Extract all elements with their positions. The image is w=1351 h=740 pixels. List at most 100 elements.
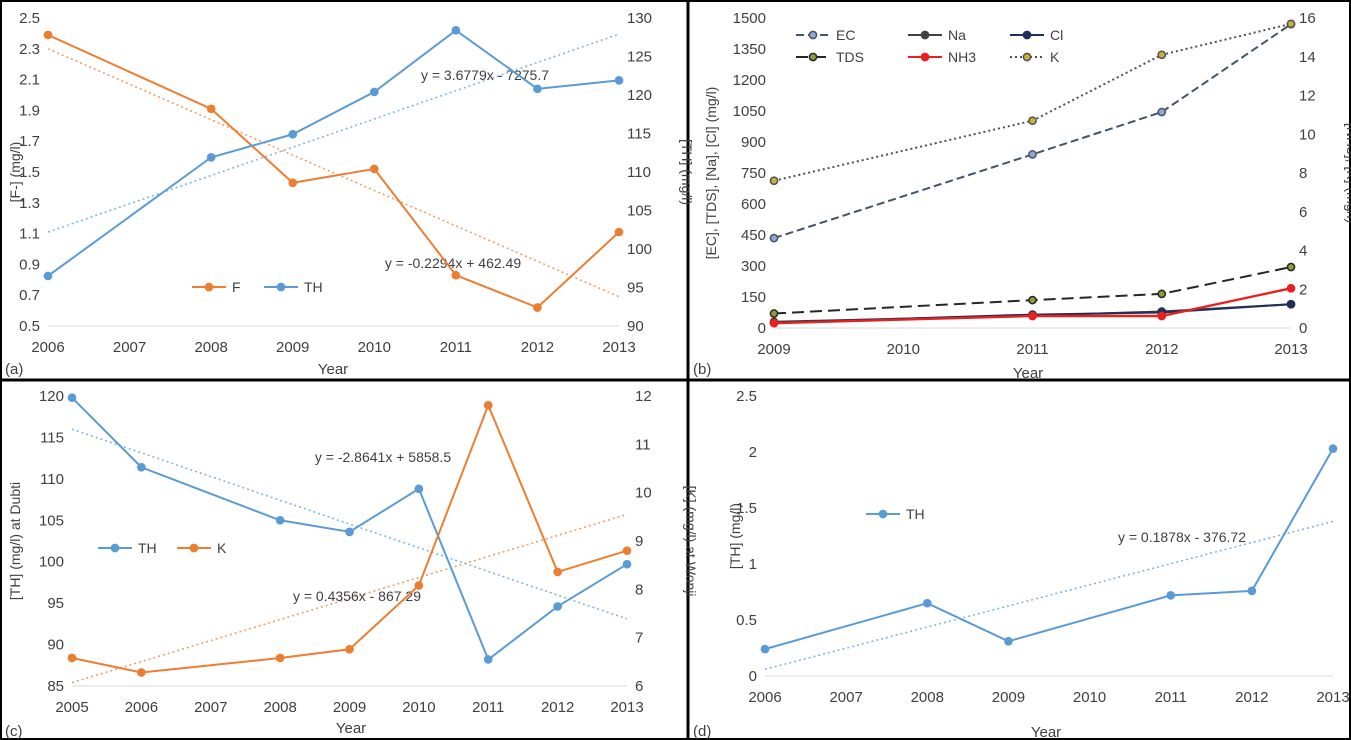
panel-a-f-point-0 (43, 30, 53, 40)
panel-b-legend-nh3-label: NH3 (948, 49, 976, 65)
panel-a-th-point-4 (451, 25, 461, 35)
panel-d-th-point-2 (1004, 636, 1013, 646)
panel-b-nh3-point-2 (1157, 311, 1167, 321)
panel-b-y-tick-label: 450 (741, 227, 766, 244)
panel-c-y2-tick-label: 12 (635, 388, 652, 405)
panel-d-th-point-4 (1247, 586, 1257, 596)
panel-c-y-axis-title: [TH] (mg/l) at Dubti (7, 482, 23, 600)
panel-c-y-tick-label: 110 (40, 471, 64, 488)
panel-b-y2-tick-label: 16 (1299, 10, 1316, 27)
panel-d-panel-label: (d) (693, 723, 711, 740)
panel-c-series-th-line (71, 396, 628, 662)
panel-a-x-tick-label: 2011 (440, 339, 472, 356)
panel-c-y-tick-label: 100 (39, 554, 64, 571)
panel-d-legend-th-label: TH (906, 506, 925, 522)
panel-b-x-tick-label: 2012 (1145, 341, 1178, 358)
panel-d-x-tick-label: 2010 (1073, 689, 1106, 706)
panel-a-th-point-0 (43, 271, 53, 281)
panel-b: 2009 2010 2011 2012 201301503004506007509001… (693, 10, 1351, 382)
panel-a-x-tick-label: 2008 (194, 339, 227, 356)
panel-b-y-tick-label: 1350 (733, 41, 766, 58)
panel-b-y-tick-label: 750 (741, 165, 766, 182)
panel-b-x-tick-label: 2013 (1274, 341, 1307, 358)
panel-c-y-tick-label: 115 (40, 429, 64, 446)
panel-c-legend-th-label: TH (138, 540, 157, 556)
panel-c-x-tick-label: 2013 (610, 699, 643, 716)
panel-a-y-tick-label: 2.5 (19, 10, 40, 27)
panel-d-trendline-th (764, 520, 1334, 671)
panel-d-x-tick-label: 2008 (911, 689, 944, 706)
panel-b-y2-tick-label: 4 (1299, 243, 1307, 260)
panel-d-x-tick-label: 2011 (1155, 689, 1187, 706)
panel-c-y2-tick-label: 8 (635, 581, 643, 598)
panel-c-k-point-6 (553, 567, 562, 577)
panel-d-x-tick-label: 2007 (829, 689, 862, 706)
panel-a-x-tick-label: 2013 (602, 339, 635, 356)
panel-c-y2-tick-label: 7 (635, 630, 643, 647)
panel-b-legend-na-marker (920, 30, 930, 40)
panel-a-trendline-f (47, 48, 620, 298)
panel-b-y-tick-label: 0 (758, 320, 766, 337)
panel-c-x-tick-label: 2007 (194, 699, 227, 716)
panel-b-k-point-3 (1286, 19, 1296, 29)
panel-b-series-k-line (773, 22, 1292, 182)
panel-c-trendline-equation-k: y = 0.4356x - 867.29 (293, 588, 421, 604)
panel-c-th-point-6 (553, 602, 562, 611)
panel-d-y-tick-label: 2.5 (736, 388, 757, 405)
panel-a-th-point-3 (369, 87, 379, 97)
panel-b-legend-cl-marker (1022, 30, 1032, 40)
panel-c-x-tick-label: 2006 (125, 699, 158, 716)
panel-b-nh3-point-1 (1028, 311, 1037, 321)
panel-b-cl-point-3 (1286, 299, 1296, 309)
panel-b-y-tick-label: 1200 (733, 72, 766, 89)
panel-a-th-point-1 (206, 153, 216, 162)
panel-a-x-tick-label: 2010 (358, 339, 391, 356)
panel-b-x-tick-label: 2009 (757, 341, 790, 358)
panel-c-y-tick-label: 95 (47, 595, 64, 612)
panel-d-y-axis-title: [TH] (mg/l) (727, 503, 743, 569)
panel-a-y-tick-label: 0.7 (19, 287, 40, 304)
panel-b-series-tds-line (773, 266, 1292, 315)
panel-c-series-k-line (71, 402, 628, 674)
panel-b-series-ec-line (773, 23, 1292, 240)
panel-a-y-tick-label: 1.3 (19, 195, 40, 212)
panel-b-legend-k-marker (1022, 52, 1032, 62)
panel-a-y2-tick-label: 115 (627, 126, 651, 143)
panel-d-trendline-equation-th: y = 0.1878x - 376.72 (1118, 529, 1246, 545)
panel-b-y2-axis-title: [NH3], [K] (mg/l) (1344, 123, 1351, 223)
panel-d-th-point-1 (922, 598, 932, 608)
panel-c-x-tick-label: 2005 (55, 699, 88, 716)
panel-a-th-point-2 (288, 129, 298, 139)
panel-b-tds-point-2 (1157, 289, 1167, 299)
panel-b-y-tick-label: 150 (741, 289, 766, 306)
panel-a-y-tick-label: 2.3 (19, 41, 40, 58)
panel-c-legend-th-marker (110, 543, 120, 553)
panel-c-k-point-5 (483, 400, 493, 410)
panel-b-y2-tick-label: 10 (1299, 126, 1316, 143)
panel-c-th-point-2 (275, 515, 285, 525)
panel-b-y2-tick-label: 2 (1299, 281, 1307, 298)
panel-a-legend-f-label: F (232, 279, 241, 295)
panel-b-ec-point-1 (1028, 150, 1037, 159)
panel-a-y2-tick-label: 125 (627, 49, 652, 66)
panel-d-th-point-3 (1166, 591, 1176, 600)
panel-a-y-tick-label: 1.9 (19, 102, 40, 119)
panel-b-k-point-0 (769, 176, 779, 186)
panel-c-x-tick-label: 2008 (263, 699, 296, 716)
panel-c-y-tick-label: 120 (39, 388, 64, 405)
panel-c-y-tick-label: 90 (47, 637, 64, 654)
panel-b-tds-point-3 (1286, 262, 1296, 272)
panel-d-y-tick-label: 0.5 (736, 612, 757, 629)
panel-d-x-tick-label: 2013 (1316, 689, 1349, 706)
panel-c-th-point-7 (622, 559, 632, 569)
panel-b-ec-point-0 (769, 233, 779, 243)
panel-b-nh3-point-0 (769, 318, 779, 328)
panel-b-y-tick-label: 1050 (733, 103, 766, 120)
panel-b-k-point-1 (1028, 116, 1037, 126)
panel-a-f-point-5 (533, 303, 542, 312)
panel-a-y2-tick-label: 130 (627, 10, 652, 27)
panel-d-y-tick-label: 1 (749, 556, 757, 573)
panel-d: 2006 2007 2008 2009 2010 2011 2012 2013 0 0.5 1 1.5… (693, 388, 1350, 740)
panel-a-y-tick-label: 1.5 (19, 164, 40, 181)
panel-a-th-point-5 (533, 84, 542, 94)
